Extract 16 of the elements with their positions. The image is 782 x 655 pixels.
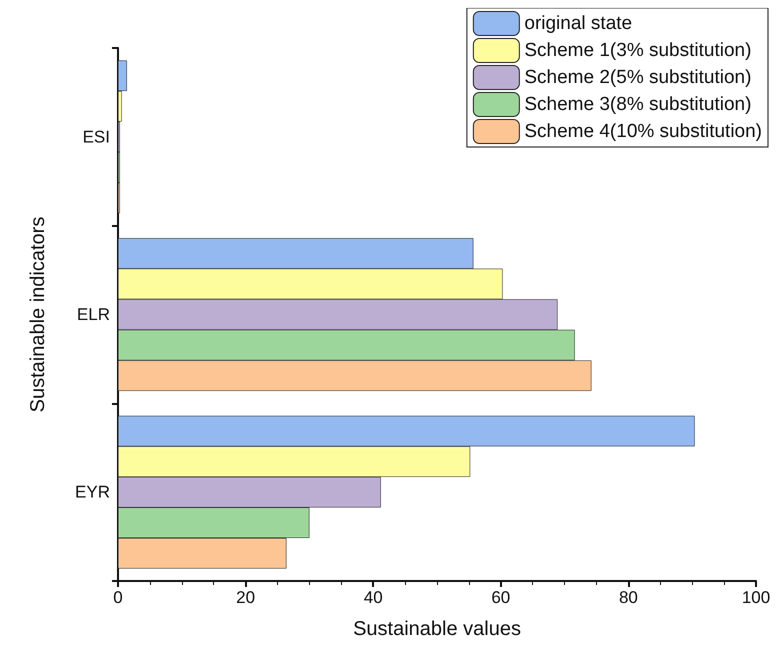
legend-label: Scheme 2(5% substitution) <box>524 67 752 88</box>
y-tick-label: ELR <box>76 305 110 324</box>
x-tick-label: 100 <box>742 588 770 607</box>
y-axis-title: Sustainable indicators <box>27 216 49 412</box>
legend-label: Scheme 3(8% substitution) <box>524 94 752 115</box>
x-tick-label: 60 <box>491 588 510 607</box>
x-axis-title: Sustainable values <box>353 618 521 640</box>
legend-label: Scheme 4(10% substitution) <box>524 121 762 142</box>
x-tick-label: 0 <box>113 588 123 607</box>
x-tick-label: 40 <box>364 588 383 607</box>
legend-label: Scheme 1(3% substitution) <box>524 40 752 61</box>
legend-label: original state <box>524 13 632 34</box>
y-tick-label: ESI <box>82 127 110 146</box>
x-tick-label: 80 <box>618 588 638 607</box>
x-tick-label: 20 <box>236 588 256 607</box>
y-tick-label: EYR <box>75 482 110 502</box>
